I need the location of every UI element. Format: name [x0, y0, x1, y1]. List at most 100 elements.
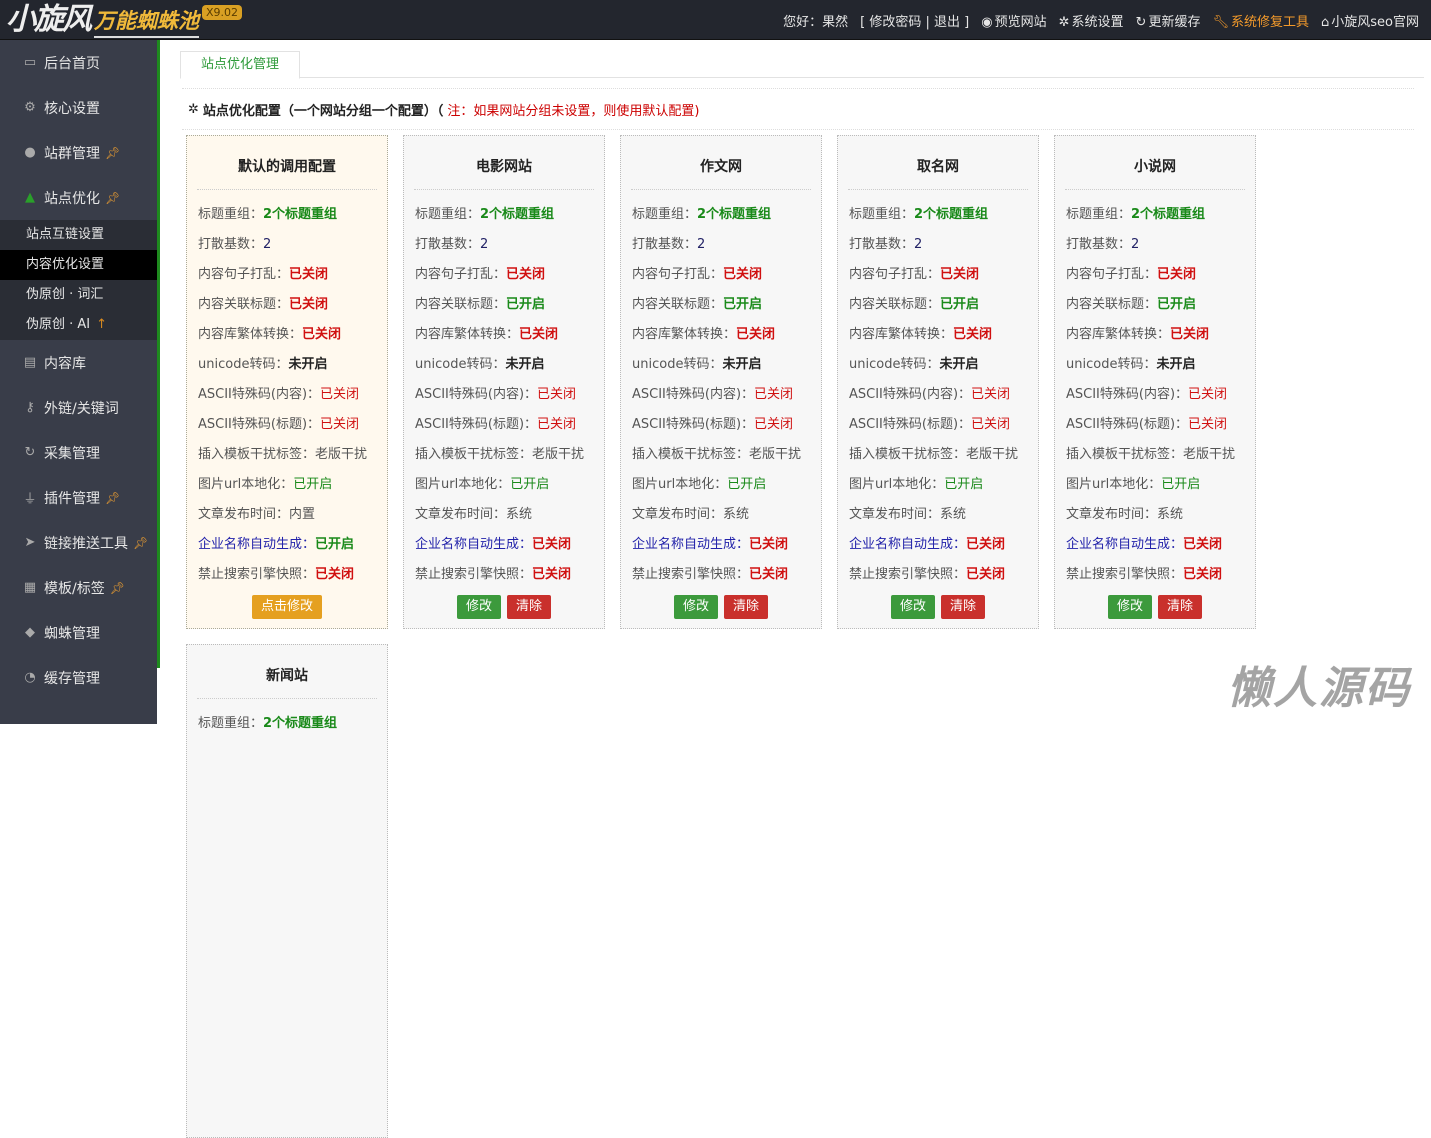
send-icon: ➤ [24, 535, 36, 550]
card-rows: 标题重组：2个标题重组 打散基数：2 内容句子打乱：已关闭 内容关联标题：已开启 内容库… [404, 190, 604, 590]
sidebar-item-label: 蜘蛛管理 [44, 625, 100, 642]
config-label: ASCII特殊码(标题)： [632, 417, 755, 432]
logout-link[interactable]: 退出 ] [934, 14, 970, 30]
config-row: ASCII特殊码(标题)：已关闭 [415, 410, 604, 440]
repair-tool-link[interactable]: 🔧︎ 系统修复工具 [1212, 11, 1309, 30]
clear-button[interactable]: 清除 [507, 595, 552, 619]
config-value: 已关闭 [966, 567, 1006, 582]
sidebar-item[interactable]: ▭ 后台首页 [0, 40, 157, 85]
sidebar-item-label: 模板/标签 [44, 580, 105, 597]
config-row: 标题重组：2个标题重组 [849, 200, 1038, 230]
thumbs-up-icon: ▲ [25, 190, 35, 205]
config-card: 默认的调用配置 标题重组：2个标题重组 打散基数：2 内容句子打乱：已关闭 内容关联标题… [186, 135, 388, 629]
config-value: 已关闭 [1157, 267, 1197, 282]
pin-icon: 📌︎ [105, 490, 121, 505]
config-value: 已关闭 [736, 327, 776, 342]
config-value: 系统 [1157, 507, 1184, 522]
preview-site-link[interactable]: ◉ 预览网站 [981, 11, 1046, 30]
card-actions: 修改 清除 [1055, 595, 1255, 619]
main-content: 站点优化管理 ✲ 站点优化配置（一个网站分组一个配置）（ 注：如果网站分组未设置… [160, 40, 1431, 1138]
pin-icon: 📌︎ [105, 190, 121, 205]
config-row: 企业名称自动生成：已关闭 [849, 530, 1038, 560]
edit-button[interactable]: 修改 [890, 595, 935, 619]
gear-icon: ⚙ [24, 100, 36, 115]
config-value: 2个标题重组 [263, 207, 338, 222]
config-value: 老版干扰 [1183, 447, 1236, 462]
preview-label: 预览网站 [994, 14, 1047, 30]
sidebar-item[interactable]: ⚙ 核心设置 [0, 85, 157, 130]
gear-icon: ✲ [188, 101, 199, 117]
config-label: 内容关联标题： [632, 297, 724, 312]
config-label: 插入模板干扰标签： [1066, 447, 1184, 462]
config-value: 未开启 [288, 357, 328, 372]
sidebar-item[interactable]: ▲ 站点优化 📌︎ [0, 175, 157, 220]
change-password-link[interactable]: [ 修改密码 [860, 14, 922, 30]
sidebar-item-label: 核心设置 [44, 100, 100, 117]
submenu-item-label: 站点互链设置 [26, 227, 105, 242]
official-site-link[interactable]: ⌂ 小旋风seo官网 [1321, 11, 1419, 30]
clear-button[interactable]: 清除 [1158, 595, 1203, 619]
clear-button[interactable]: 清除 [941, 595, 986, 619]
config-value: 已关闭 [1188, 417, 1228, 432]
sidebar-item-label: 插件管理 [44, 490, 100, 507]
config-value: 已关闭 [320, 417, 360, 432]
config-row: ASCII特殊码(内容)：已关闭 [1066, 380, 1255, 410]
submenu-item[interactable]: 伪原创 · 词汇 [0, 280, 157, 310]
config-label: 打散基数： [1066, 237, 1132, 252]
config-label: 文章发布时间： [415, 507, 507, 522]
wrench-icon: 🔧︎ [1212, 14, 1229, 30]
edit-button[interactable]: 修改 [673, 595, 718, 619]
config-row: 打散基数：2 [198, 230, 387, 260]
config-value: 2 [480, 237, 489, 252]
sidebar-item[interactable]: ↻ 采集管理 [0, 430, 157, 475]
logo[interactable]: 小旋风 万能蜘蛛池 X9.02 [6, 2, 243, 38]
config-label: 禁止搜索引擎快照： [415, 567, 533, 582]
config-value: 2个标题重组 [480, 207, 555, 222]
refresh-cache-link[interactable]: ↻ 更新缓存 [1136, 11, 1201, 30]
tab-site-optimization[interactable]: 站点优化管理 [180, 51, 300, 79]
config-value: 未开启 [939, 357, 979, 372]
config-label: 内容库繁体转换： [415, 327, 520, 342]
sidebar-item[interactable]: ● 站群管理 📌︎ [0, 130, 157, 175]
clear-button[interactable]: 清除 [724, 595, 769, 619]
submenu-item[interactable]: 内容优化设置 [0, 250, 157, 280]
sidebar-item[interactable]: ➤ 链接推送工具 📌︎ [0, 520, 157, 565]
config-label: 文章发布时间： [849, 507, 941, 522]
config-row: ASCII特殊码(标题)：已关闭 [632, 410, 821, 440]
sidebar-item[interactable]: ⏚ 插件管理 📌︎ [0, 475, 157, 520]
sidebar-item-label: 后台首页 [44, 55, 100, 72]
sidebar-item[interactable]: ▤ 内容库 [0, 340, 157, 385]
config-value: 已关闭 [1188, 387, 1228, 402]
submenu-item[interactable]: 伪原创 · AI ↑ [0, 310, 157, 340]
edit-default-button[interactable]: 点击修改 [251, 595, 322, 619]
config-label: 内容句子打乱： [849, 267, 941, 282]
edit-button[interactable]: 修改 [1107, 595, 1152, 619]
config-label: 内容库繁体转换： [632, 327, 737, 342]
sidebar-item[interactable]: ◔ 缓存管理 [0, 655, 157, 700]
config-value: 已关闭 [289, 267, 329, 282]
config-value: 2 [697, 237, 706, 252]
config-value: 已关闭 [506, 267, 546, 282]
sidebar-item[interactable]: ▦ 模板/标签 📌︎ [0, 565, 157, 610]
config-label: 插入模板干扰标签： [415, 447, 533, 462]
config-label: 禁止搜索引擎快照： [632, 567, 750, 582]
config-label: 企业名称自动生成： [1066, 537, 1184, 552]
sidebar-item[interactable]: ⚷ 外链/关键词 [0, 385, 157, 430]
config-value: 已开启 [944, 477, 984, 492]
submenu-item[interactable]: 站点互链设置 [0, 220, 157, 250]
config-row: 打散基数：2 [632, 230, 821, 260]
config-label: 标题重组： [415, 207, 481, 222]
config-value: 已关闭 [537, 387, 577, 402]
submenu-item-label: 内容优化设置 [26, 257, 105, 272]
settings-label: 系统设置 [1071, 14, 1124, 30]
config-row: 文章发布时间：系统 [632, 500, 821, 530]
config-label: 打散基数： [198, 237, 264, 252]
config-row: 图片url本地化：已开启 [198, 470, 387, 500]
config-label: 图片url本地化： [849, 477, 945, 492]
sidebar-item[interactable]: ◆ 蜘蛛管理 [0, 610, 157, 655]
config-row: 打散基数：2 [1066, 230, 1255, 260]
edit-button[interactable]: 修改 [456, 595, 501, 619]
config-label: 插入模板干扰标签： [849, 447, 967, 462]
config-card: 作文网 标题重组：2个标题重组 打散基数：2 内容句子打乱：已关闭 内容关联标题：已开启… [620, 135, 822, 629]
system-settings-link[interactable]: ✲ 系统设置 [1059, 11, 1124, 30]
